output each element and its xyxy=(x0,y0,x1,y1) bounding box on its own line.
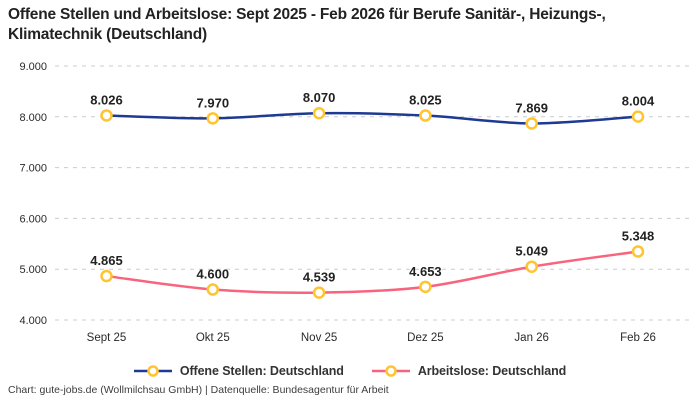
chart-title: Offene Stellen und Arbeitslose: Sept 202… xyxy=(8,6,606,43)
legend-item-1[interactable]: Arbeitslose: Deutschland xyxy=(371,364,567,378)
y-axis-tick-label: 8.000 xyxy=(19,112,47,124)
x-axis-tick-label: Nov 25 xyxy=(301,332,337,344)
data-point-marker[interactable] xyxy=(312,106,326,120)
data-point-marker[interactable] xyxy=(206,112,220,125)
y-axis-tick-label: 4.000 xyxy=(19,315,47,327)
data-point-label: 8.004 xyxy=(622,94,655,109)
x-axis-tick-label: Feb 26 xyxy=(620,332,656,344)
series-line-0 xyxy=(105,111,640,125)
legend: Offene Stellen: Deutschland Arbeitslose: … xyxy=(0,360,700,382)
data-point-marker[interactable] xyxy=(419,109,432,122)
data-point-label: 4.653 xyxy=(409,264,442,279)
legend-label: Arbeitslose: Deutschland xyxy=(417,364,567,378)
legend-swatch-icon xyxy=(371,365,410,377)
data-point-marker[interactable] xyxy=(100,109,113,122)
x-axis-tick-label: Jan 26 xyxy=(514,332,549,344)
data-point-marker[interactable] xyxy=(631,245,645,258)
data-point-label: 5.348 xyxy=(622,229,655,244)
data-point-label: 8.026 xyxy=(90,92,123,107)
data-point-marker[interactable] xyxy=(419,280,432,294)
data-point-label: 4.600 xyxy=(197,267,230,282)
data-point-marker[interactable] xyxy=(631,110,645,123)
x-axis-tick-label: Okt 25 xyxy=(196,332,230,344)
series-line-1 xyxy=(105,250,640,294)
data-point-label: 4.539 xyxy=(303,270,336,285)
data-point-label: 4.865 xyxy=(90,253,123,268)
data-point-label: 7.970 xyxy=(197,95,230,110)
data-point-marker[interactable] xyxy=(525,260,538,273)
source-attribution: Chart: gute-jobs.de (Wollmilchsau GmbH) … xyxy=(8,384,389,396)
x-axis-tick-label: Sept 25 xyxy=(87,332,127,344)
x-axis-tick-label: Dez 25 xyxy=(407,332,443,344)
legend-swatch-icon xyxy=(133,365,172,377)
y-axis-tick-label: 9.000 xyxy=(19,61,47,73)
data-point-marker[interactable] xyxy=(525,117,538,130)
y-axis-tick-label: 6.000 xyxy=(19,213,47,225)
data-point-label: 8.070 xyxy=(303,90,336,105)
legend-label: Offene Stellen: Deutschland xyxy=(179,364,344,378)
data-point-marker[interactable] xyxy=(312,286,326,299)
data-point-marker[interactable] xyxy=(206,283,220,296)
data-point-label: 5.049 xyxy=(515,244,548,259)
line-chart: 4.000 5.000 6.000 7.000 8.000 9.000 Sept 25 Okt… xyxy=(19,61,693,344)
y-axis-tick-label: 5.000 xyxy=(19,264,47,276)
data-point-label: 8.025 xyxy=(409,93,442,108)
legend-item-0[interactable]: Offene Stellen: Deutschland xyxy=(133,364,344,378)
data-point-label: 7.869 xyxy=(515,100,548,115)
y-axis-tick-label: 7.000 xyxy=(19,163,47,175)
data-point-marker[interactable] xyxy=(100,269,113,283)
